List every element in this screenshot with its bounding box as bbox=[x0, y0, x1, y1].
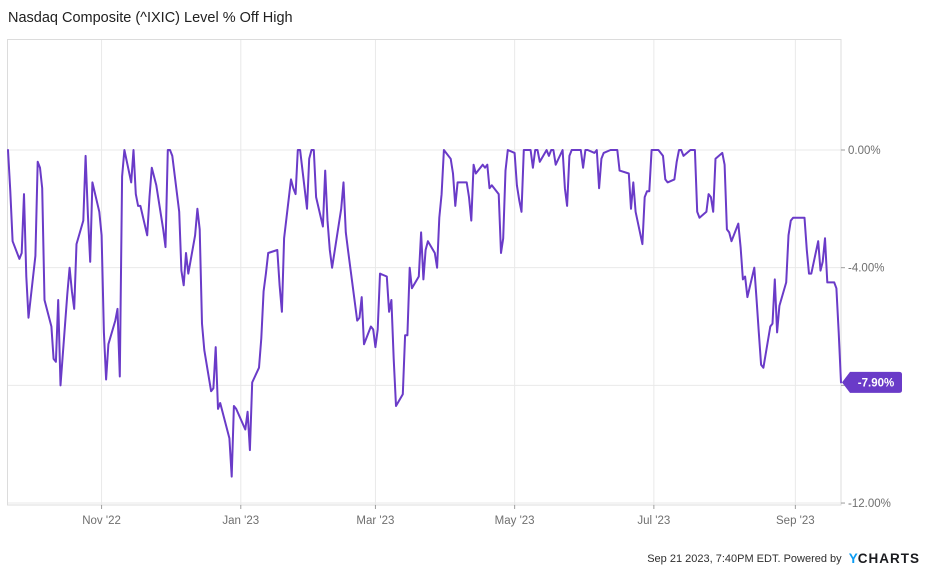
x-axis-labels: Nov '22 Jan '23 Mar '23 May '23 Jul '23 Sep '… bbox=[82, 515, 814, 527]
chart-title: Nasdaq Composite (^IXIC) Level % Off Hig… bbox=[8, 10, 293, 26]
axis-ticks bbox=[101, 149, 845, 509]
series-line bbox=[7, 149, 842, 478]
x-tick-label: Nov '22 bbox=[82, 515, 121, 527]
y-tick-label: 0.00% bbox=[848, 145, 881, 157]
y-tick-label: -12.00% bbox=[848, 498, 891, 510]
x-tick-label: Mar '23 bbox=[356, 515, 394, 527]
ycharts-logo: YCHARTS bbox=[849, 551, 920, 566]
y-axis-labels: 0.00%-4.00%-8.00%-12.00% bbox=[848, 145, 891, 510]
y-tick-label: -4.00% bbox=[848, 263, 884, 275]
last-value-badge: -7.90% bbox=[842, 371, 902, 393]
badge-shape bbox=[842, 371, 902, 393]
timestamp-text: Sep 21 2023, 7:40PM EDT. bbox=[647, 553, 781, 565]
badge-value: -7.90% bbox=[858, 377, 894, 389]
x-tick-label: Sep '23 bbox=[776, 515, 815, 527]
x-tick-label: May '23 bbox=[495, 515, 535, 527]
x-tick-label: Jan '23 bbox=[222, 515, 259, 527]
plot-border bbox=[7, 39, 842, 506]
ycharts-logo-rest: CHARTS bbox=[857, 551, 920, 566]
x-tick-label: Jul '23 bbox=[637, 515, 670, 527]
ycharts-logo-y: Y bbox=[848, 551, 859, 566]
powered-by-text: Powered by bbox=[783, 553, 842, 565]
chart-footer: Sep 21 2023, 7:40PM EDT. Powered by YCHA… bbox=[647, 551, 920, 566]
